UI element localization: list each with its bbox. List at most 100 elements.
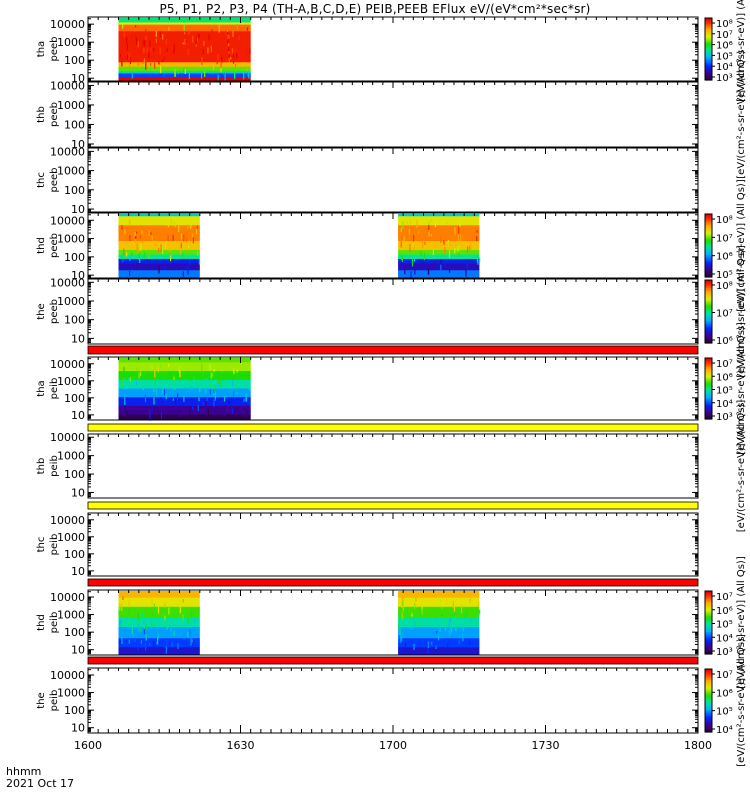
spectrogram-row xyxy=(118,256,200,260)
spectrogram-speckle xyxy=(123,377,125,384)
y-tick-label: 10000 xyxy=(50,145,85,158)
colorbar-segment xyxy=(705,320,712,324)
spectrogram-speckle xyxy=(177,71,179,75)
spectrogram-speckle xyxy=(468,601,470,604)
colorbar-segment xyxy=(705,243,712,247)
y-tick-label: 100 xyxy=(64,392,85,405)
y-tick-label: 10 xyxy=(71,203,85,216)
colorbar-segment xyxy=(705,414,712,417)
x-tick-label: 1800 xyxy=(684,739,712,752)
colorbar-segment xyxy=(705,237,712,240)
colorbar-segment xyxy=(705,308,712,311)
spectrogram-row xyxy=(398,642,480,646)
spectrogram-speckle xyxy=(218,24,220,33)
spectrogram-speckle xyxy=(159,31,161,37)
spectrogram-speckle xyxy=(197,599,199,607)
spectrogram-speckle xyxy=(134,232,136,236)
colorbar-segment xyxy=(705,709,712,713)
colorbar-segment xyxy=(705,226,712,229)
spectrogram-speckle xyxy=(140,627,142,632)
spectrogram-speckle xyxy=(192,233,194,238)
panel-ylabel-product: peeb xyxy=(49,168,60,193)
spectrogram-row xyxy=(118,615,200,619)
spectrogram-speckle xyxy=(222,377,225,382)
colorbar-segment xyxy=(705,672,712,675)
colorbar-segment xyxy=(705,669,712,672)
spectrogram-speckle xyxy=(157,606,160,614)
spectrogram-speckle xyxy=(419,250,421,258)
colorbar-segment xyxy=(705,625,712,628)
spectrogram-speckle xyxy=(411,626,413,630)
colorbar-segment xyxy=(705,52,712,55)
spectrogram-speckle xyxy=(185,250,187,257)
x-tick-label: 1730 xyxy=(532,739,560,752)
colorbar-segment xyxy=(705,697,712,700)
colorbar-segment xyxy=(705,328,712,331)
colorbar-segment xyxy=(705,269,712,272)
spectrogram-speckle xyxy=(182,42,184,45)
spectrogram-speckle xyxy=(162,34,164,40)
y-tick-label: 10 xyxy=(71,72,85,85)
colorbar-tick-label: 10⁶ xyxy=(716,252,733,263)
spectrogram-speckle xyxy=(401,636,403,641)
spectrogram-speckle xyxy=(119,621,121,626)
spectrogram-speckle xyxy=(227,46,230,55)
y-tick-label: 10 xyxy=(71,269,85,282)
spectrogram-speckle xyxy=(201,363,203,372)
colorbar-frame xyxy=(704,213,713,278)
colorbar-segment xyxy=(705,66,712,69)
spectrogram-speckle xyxy=(137,41,139,48)
spectrogram-speckle xyxy=(186,236,188,242)
colorbar-segment xyxy=(705,358,712,361)
colorbar-segment xyxy=(705,281,712,284)
spectrogram-row xyxy=(118,611,200,615)
spectrogram-speckle xyxy=(447,643,449,650)
colorbar-segment xyxy=(705,254,712,258)
colorbar-tick-label: 10⁷ xyxy=(716,359,733,370)
spectrogram-speckle xyxy=(208,34,210,41)
colorbar-tick-label: 10⁷ xyxy=(716,670,733,681)
x-tick-label: 1700 xyxy=(379,739,407,752)
spectrogram-speckle xyxy=(247,73,249,77)
spectrogram-speckle xyxy=(414,266,416,275)
panel-ylabel-probe: thc xyxy=(36,172,47,188)
spectrogram-speckle xyxy=(189,259,191,265)
spectrogram-speckle xyxy=(218,379,220,384)
spectrogram-speckle xyxy=(154,62,156,69)
y-tick-label: 10000 xyxy=(50,591,85,604)
spectrogram-speckle xyxy=(440,259,442,265)
spectrogram-row xyxy=(398,611,480,615)
spectrogram-speckle xyxy=(153,385,155,392)
colorbar-segment xyxy=(705,313,712,316)
spectrogram-speckle xyxy=(191,386,193,391)
spectrogram-speckle xyxy=(120,219,122,223)
spectrogram-speckle xyxy=(448,250,451,258)
y-tick-label: 100 xyxy=(64,468,85,481)
colorbar-segment xyxy=(705,706,712,709)
spectrogram-speckle xyxy=(224,396,226,399)
spectrogram-speckle xyxy=(129,377,131,382)
spectrogram-row xyxy=(118,46,251,50)
spectrogram-speckle xyxy=(411,613,413,617)
spectrogram-speckle xyxy=(141,240,144,244)
spectrogram-speckle xyxy=(169,252,171,257)
spectrogram-speckle xyxy=(145,36,147,40)
spectrogram-row xyxy=(118,73,251,77)
spectrogram-row xyxy=(118,261,200,265)
spectrogram-speckle xyxy=(158,405,160,409)
spectrogram-row xyxy=(118,412,251,416)
y-tick-label: 10000 xyxy=(50,276,85,289)
spectrogram-speckle xyxy=(441,606,443,609)
colorbar-segment xyxy=(705,302,712,305)
spectrogram-row xyxy=(398,238,480,242)
spectrogram-speckle xyxy=(209,389,211,395)
panel-ylabel-product: peib xyxy=(49,690,60,712)
panel-ylabel-probe: tha xyxy=(36,380,47,396)
spectrogram-speckle xyxy=(214,397,216,401)
colorbar-tick-label: 10⁶ xyxy=(716,336,733,347)
spectrogram-row xyxy=(118,651,200,655)
spectrogram-speckle xyxy=(232,30,234,37)
spectrogram-row xyxy=(118,379,251,383)
spectrogram-speckle xyxy=(478,601,480,607)
colorbar-segment xyxy=(705,73,712,76)
